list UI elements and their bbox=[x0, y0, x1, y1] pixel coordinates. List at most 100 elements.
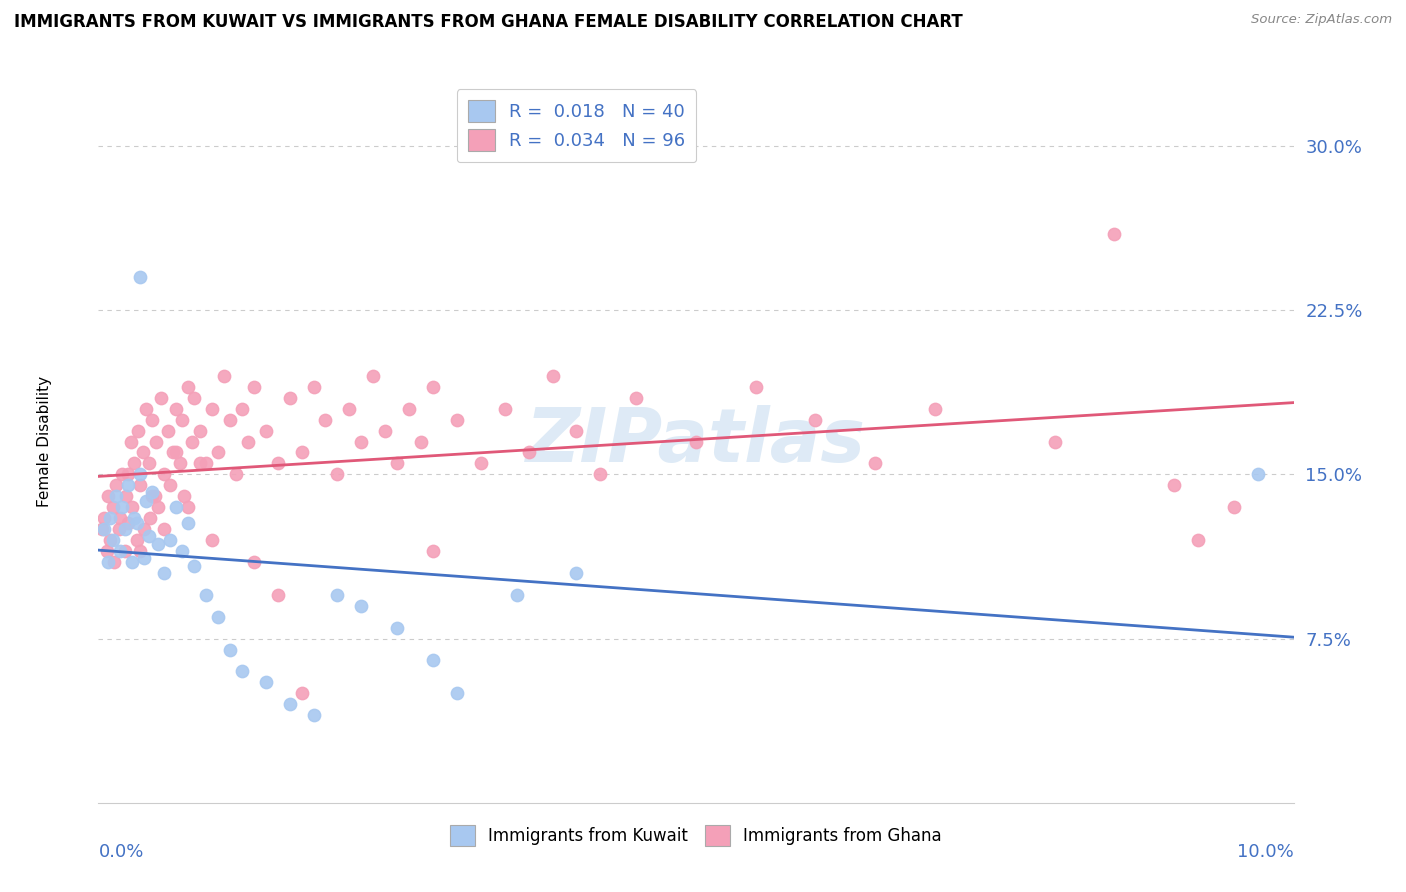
Point bbox=[108, 511, 131, 525]
Point bbox=[172, 544, 194, 558]
Point bbox=[398, 401, 420, 416]
Point bbox=[177, 380, 200, 394]
Point bbox=[93, 522, 115, 536]
Point bbox=[115, 489, 138, 503]
Point bbox=[243, 380, 266, 394]
Point bbox=[339, 401, 361, 416]
Point bbox=[132, 522, 155, 536]
Point bbox=[169, 457, 191, 471]
Point bbox=[156, 424, 179, 438]
Point bbox=[254, 675, 277, 690]
Point bbox=[195, 457, 218, 471]
Text: 10.0%: 10.0% bbox=[1237, 843, 1294, 861]
Point bbox=[148, 537, 170, 551]
Point bbox=[93, 511, 115, 525]
Point bbox=[125, 533, 148, 547]
Point bbox=[117, 467, 139, 482]
Point bbox=[111, 467, 134, 482]
Point bbox=[120, 434, 142, 449]
Point bbox=[278, 391, 301, 405]
Point bbox=[141, 484, 163, 499]
Point bbox=[180, 434, 202, 449]
Point bbox=[865, 457, 887, 471]
Point bbox=[188, 424, 211, 438]
Point bbox=[924, 401, 946, 416]
Point bbox=[105, 489, 128, 503]
Point bbox=[231, 665, 253, 679]
Point bbox=[141, 489, 163, 503]
Point bbox=[207, 445, 229, 459]
Point bbox=[135, 493, 157, 508]
Point bbox=[446, 686, 468, 700]
Point bbox=[148, 500, 170, 515]
Point bbox=[1247, 467, 1270, 482]
Text: 0.0%: 0.0% bbox=[98, 843, 143, 861]
Point bbox=[188, 457, 211, 471]
Text: IMMIGRANTS FROM KUWAIT VS IMMIGRANTS FROM GHANA FEMALE DISABILITY CORRELATION CH: IMMIGRANTS FROM KUWAIT VS IMMIGRANTS FRO… bbox=[14, 13, 963, 31]
Point bbox=[97, 555, 120, 569]
Point bbox=[165, 500, 187, 515]
Point bbox=[153, 522, 176, 536]
Point bbox=[97, 489, 120, 503]
Point bbox=[1223, 500, 1246, 515]
Point bbox=[153, 467, 176, 482]
Point bbox=[124, 457, 146, 471]
Point bbox=[422, 653, 444, 667]
Point bbox=[159, 478, 181, 492]
Point bbox=[105, 478, 128, 492]
Point bbox=[626, 391, 648, 405]
Point bbox=[385, 621, 409, 635]
Point bbox=[153, 566, 176, 580]
Point bbox=[98, 511, 122, 525]
Point bbox=[231, 401, 253, 416]
Point bbox=[165, 401, 187, 416]
Point bbox=[121, 500, 143, 515]
Point bbox=[111, 500, 134, 515]
Point bbox=[159, 533, 181, 547]
Point bbox=[363, 368, 385, 383]
Point bbox=[107, 522, 129, 536]
Point bbox=[149, 391, 172, 405]
Point bbox=[201, 401, 224, 416]
Point bbox=[291, 445, 314, 459]
Point bbox=[183, 559, 205, 574]
Point bbox=[138, 529, 160, 543]
Point bbox=[135, 401, 157, 416]
Point bbox=[267, 457, 290, 471]
Point bbox=[494, 401, 516, 416]
Point bbox=[236, 434, 259, 449]
Point bbox=[125, 516, 148, 530]
Point bbox=[685, 434, 707, 449]
Point bbox=[326, 588, 349, 602]
Point bbox=[470, 457, 492, 471]
Point bbox=[173, 489, 195, 503]
Point bbox=[1163, 478, 1185, 492]
Point bbox=[177, 500, 200, 515]
Point bbox=[162, 445, 184, 459]
Point bbox=[565, 424, 588, 438]
Point bbox=[195, 588, 218, 602]
Point bbox=[139, 511, 162, 525]
Point bbox=[225, 467, 247, 482]
Point bbox=[326, 467, 349, 482]
Point bbox=[127, 424, 149, 438]
Point bbox=[243, 555, 266, 569]
Legend: Immigrants from Kuwait, Immigrants from Ghana: Immigrants from Kuwait, Immigrants from … bbox=[443, 819, 949, 852]
Point bbox=[129, 467, 152, 482]
Point bbox=[1104, 227, 1126, 241]
Point bbox=[129, 544, 152, 558]
Point bbox=[183, 391, 205, 405]
Point bbox=[804, 412, 827, 426]
Point bbox=[117, 478, 139, 492]
Point bbox=[350, 599, 373, 613]
Point bbox=[129, 478, 152, 492]
Point bbox=[219, 642, 242, 657]
Point bbox=[132, 550, 155, 565]
Point bbox=[541, 368, 564, 383]
Point bbox=[108, 544, 131, 558]
Point bbox=[165, 445, 187, 459]
Point bbox=[1043, 434, 1066, 449]
Point bbox=[506, 588, 529, 602]
Point bbox=[446, 412, 468, 426]
Point bbox=[422, 544, 444, 558]
